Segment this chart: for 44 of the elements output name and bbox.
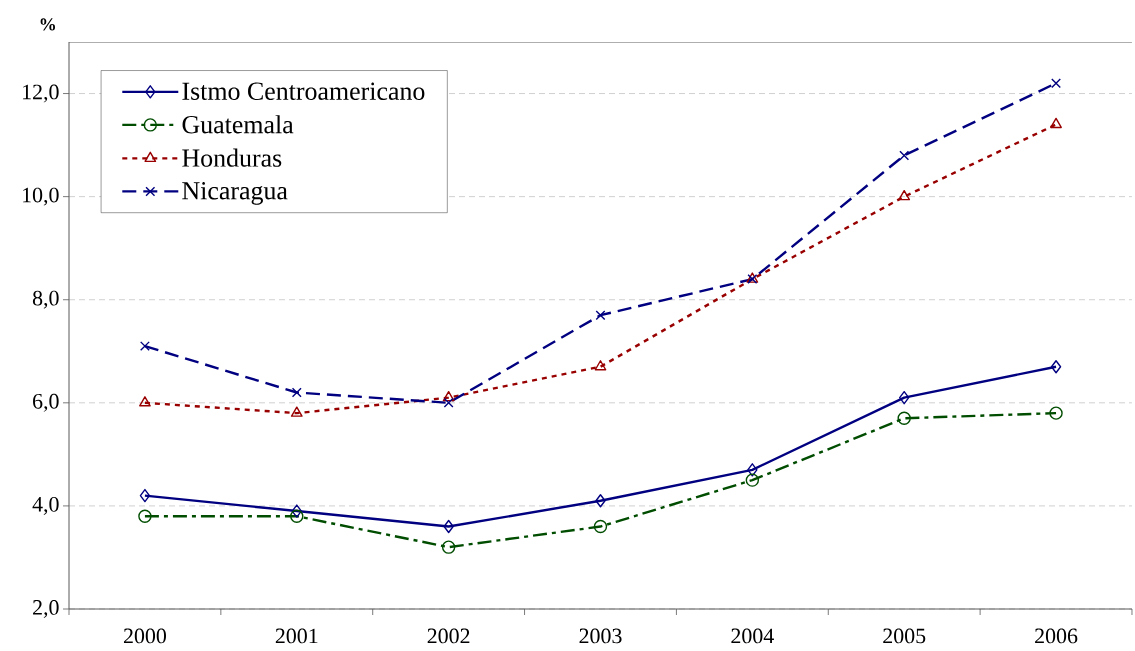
point: [593, 519, 608, 534]
x-tick-label: 2001: [275, 628, 318, 644]
point: [443, 397, 454, 408]
point: [1051, 78, 1061, 89]
x-tick-label: 2003: [579, 628, 622, 644]
point: [594, 360, 607, 371]
y-tick-label: 12,0: [23, 84, 59, 103]
point: [1049, 406, 1063, 420]
point: [1050, 117, 1062, 129]
point: [1050, 360, 1062, 374]
x-tick-label: 2004: [731, 628, 774, 644]
point: [443, 519, 454, 534]
point: [898, 189, 911, 201]
point: [139, 396, 151, 407]
y-tick-label: 6,0: [33, 393, 59, 412]
point: [290, 406, 303, 417]
point: [745, 473, 760, 487]
x-tick-label: 2006: [1035, 628, 1078, 644]
point: [139, 488, 151, 503]
legend-label: Honduras: [182, 148, 282, 167]
point: [290, 509, 304, 523]
y-tick-label: 8,0: [32, 290, 59, 309]
y-tick-label: 2,0: [33, 600, 59, 618]
point: [441, 540, 456, 554]
x-tick-label: 2000: [123, 628, 167, 644]
legend-label: Guatemala: [182, 115, 294, 134]
point: [898, 390, 910, 405]
x-tick-label: 2002: [427, 628, 470, 644]
legend-label: Istmo Centroamericano: [182, 82, 425, 100]
point: [291, 504, 302, 518]
y-tick-label: 4,0: [32, 496, 59, 515]
legend-label: Nicaragua: [182, 182, 288, 205]
x-tick-label: 2005: [883, 628, 926, 644]
y-axis-title: %: [40, 18, 56, 31]
y-tick-label: 10,0: [23, 187, 59, 206]
point: [747, 463, 758, 477]
point: [899, 150, 910, 161]
point: [291, 387, 302, 398]
point: [138, 509, 152, 523]
point: [595, 494, 606, 508]
point: [139, 341, 150, 352]
point: [442, 390, 455, 402]
point: [897, 411, 911, 425]
point: [595, 310, 606, 321]
